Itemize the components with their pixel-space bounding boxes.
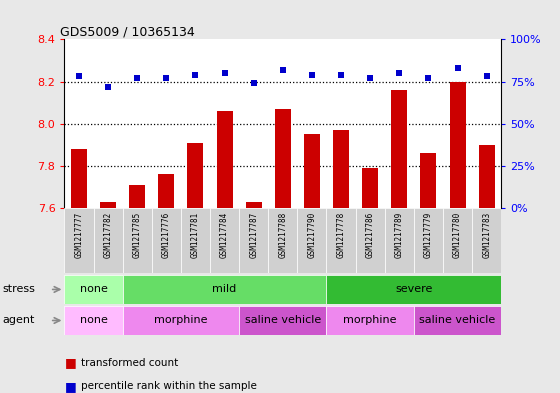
Bar: [450, 82, 465, 208]
Bar: [94, 208, 123, 273]
Text: GSM1217782: GSM1217782: [104, 211, 113, 258]
Bar: [304, 134, 320, 208]
Point: [249, 80, 258, 86]
Text: stress: stress: [3, 285, 36, 294]
Bar: [268, 208, 297, 273]
Point: [191, 72, 200, 78]
Point: [395, 70, 404, 76]
Bar: [414, 306, 501, 335]
Bar: [326, 275, 501, 304]
Bar: [385, 208, 414, 273]
Text: morphine: morphine: [343, 316, 397, 325]
Text: GSM1217776: GSM1217776: [162, 211, 171, 258]
Text: GSM1217781: GSM1217781: [191, 211, 200, 258]
Bar: [129, 185, 145, 208]
Point: [162, 75, 171, 81]
Bar: [275, 109, 291, 208]
Bar: [414, 208, 443, 273]
Text: GSM1217786: GSM1217786: [366, 211, 375, 258]
Text: agent: agent: [3, 316, 35, 325]
Point: [453, 65, 462, 71]
Text: none: none: [80, 316, 108, 325]
Point: [220, 70, 229, 76]
Bar: [443, 208, 472, 273]
Bar: [188, 143, 203, 208]
Bar: [71, 149, 87, 208]
Bar: [181, 208, 210, 273]
Point: [74, 73, 83, 80]
Text: morphine: morphine: [154, 316, 208, 325]
Point: [307, 72, 316, 78]
Bar: [472, 208, 501, 273]
Bar: [64, 306, 123, 335]
Point: [133, 75, 142, 81]
Text: GSM1217787: GSM1217787: [249, 211, 258, 258]
Bar: [64, 208, 94, 273]
Point: [104, 83, 113, 90]
Bar: [123, 208, 152, 273]
Point: [424, 75, 433, 81]
Text: GSM1217779: GSM1217779: [424, 211, 433, 258]
Bar: [326, 306, 414, 335]
Text: ■: ■: [64, 380, 76, 393]
Bar: [297, 208, 326, 273]
Text: GSM1217789: GSM1217789: [395, 211, 404, 258]
Bar: [356, 208, 385, 273]
Text: severe: severe: [395, 285, 432, 294]
Text: none: none: [80, 285, 108, 294]
Bar: [123, 306, 239, 335]
Text: GSM1217780: GSM1217780: [453, 211, 462, 258]
Text: ■: ■: [64, 356, 76, 369]
Text: saline vehicle: saline vehicle: [245, 316, 321, 325]
Text: GSM1217783: GSM1217783: [482, 211, 491, 258]
Text: GDS5009 / 10365134: GDS5009 / 10365134: [60, 25, 195, 38]
Text: GSM1217778: GSM1217778: [337, 211, 346, 258]
Bar: [152, 208, 181, 273]
Bar: [123, 275, 326, 304]
Text: percentile rank within the sample: percentile rank within the sample: [81, 381, 257, 391]
Point: [278, 66, 287, 73]
Text: GSM1217784: GSM1217784: [220, 211, 229, 258]
Bar: [158, 174, 174, 208]
Bar: [210, 208, 239, 273]
Bar: [239, 208, 268, 273]
Point: [482, 73, 491, 80]
Bar: [391, 90, 407, 208]
Bar: [246, 202, 262, 208]
Text: GSM1217777: GSM1217777: [74, 211, 83, 258]
Text: GSM1217785: GSM1217785: [133, 211, 142, 258]
Bar: [421, 153, 436, 208]
Bar: [217, 111, 232, 208]
Text: mild: mild: [212, 285, 237, 294]
Text: GSM1217788: GSM1217788: [278, 211, 287, 258]
Text: saline vehicle: saline vehicle: [419, 316, 496, 325]
Bar: [479, 145, 494, 208]
Bar: [100, 202, 116, 208]
Bar: [362, 168, 378, 208]
Point: [337, 72, 346, 78]
Text: transformed count: transformed count: [81, 358, 179, 368]
Bar: [239, 306, 326, 335]
Point: [366, 75, 375, 81]
Text: GSM1217790: GSM1217790: [307, 211, 316, 258]
Bar: [64, 275, 123, 304]
Bar: [326, 208, 356, 273]
Bar: [333, 130, 349, 208]
